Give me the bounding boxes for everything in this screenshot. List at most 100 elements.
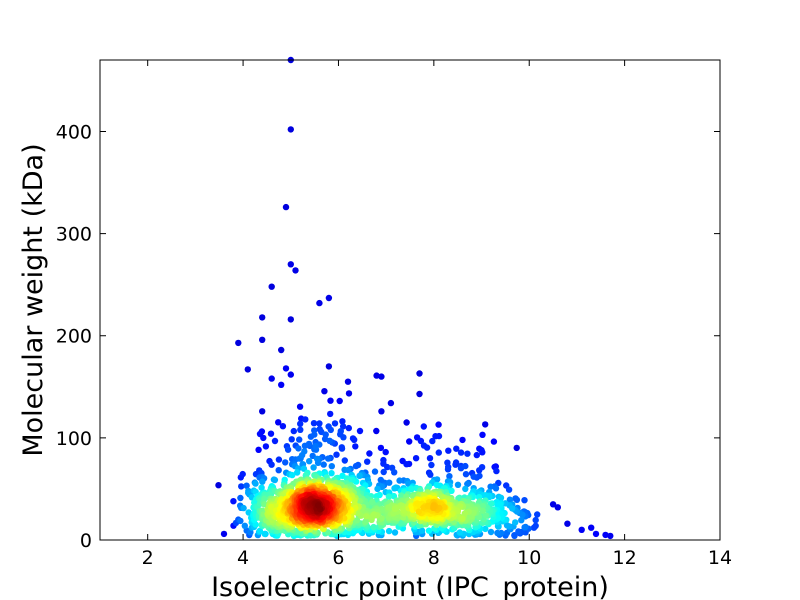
data-point <box>408 486 415 493</box>
data-point <box>378 373 385 380</box>
data-point <box>393 504 401 512</box>
data-point <box>297 420 304 427</box>
data-point <box>255 446 262 453</box>
data-point <box>418 527 426 534</box>
x-tick-label: 10 <box>517 547 541 569</box>
data-point <box>345 390 353 397</box>
data-point <box>349 435 357 442</box>
data-point <box>356 427 364 435</box>
data-point <box>385 527 393 535</box>
data-point <box>271 476 279 484</box>
data-point <box>287 126 294 133</box>
data-point <box>310 420 318 427</box>
data-point <box>433 481 441 489</box>
data-point <box>325 455 332 462</box>
data-point <box>425 527 433 534</box>
data-point <box>278 346 285 354</box>
data-point <box>382 448 389 456</box>
data-point <box>379 506 386 514</box>
data-point <box>482 492 489 499</box>
data-point <box>341 457 348 464</box>
data-point <box>282 365 290 372</box>
x-tick-label: 14 <box>708 547 732 569</box>
y-tick-label: 0 <box>80 530 92 552</box>
data-point <box>261 501 268 508</box>
data-point <box>607 532 614 540</box>
data-point <box>454 481 462 488</box>
data-point <box>482 525 489 533</box>
data-point <box>396 477 403 484</box>
data-point <box>428 461 435 469</box>
data-point <box>316 420 323 427</box>
data-point <box>391 529 399 536</box>
plot-frame <box>99 59 721 541</box>
data-point <box>363 513 370 520</box>
data-point <box>301 448 308 455</box>
data-point <box>275 419 282 426</box>
data-point <box>464 450 471 457</box>
data-point <box>494 529 501 537</box>
data-point <box>380 468 387 476</box>
data-point <box>391 469 398 476</box>
data-point <box>295 445 302 452</box>
data-point <box>259 314 266 321</box>
data-point <box>430 502 437 510</box>
data-point <box>482 421 489 428</box>
data-point <box>352 443 359 450</box>
data-point <box>378 408 385 415</box>
data-point <box>370 523 377 531</box>
data-point <box>452 461 459 468</box>
data-point <box>328 463 335 470</box>
data-point <box>297 426 304 433</box>
data-point <box>328 470 335 477</box>
data-point <box>554 504 561 511</box>
data-point <box>403 419 410 426</box>
data-point <box>326 437 333 444</box>
data-point <box>470 509 477 517</box>
data-point <box>296 403 304 410</box>
data-point <box>464 480 471 488</box>
data-point <box>473 451 480 459</box>
data-point <box>406 438 413 445</box>
data-point <box>564 520 571 527</box>
data-point <box>292 267 299 274</box>
data-point <box>415 508 422 515</box>
data-point <box>549 501 557 508</box>
data-point <box>493 467 500 475</box>
data-point <box>416 390 423 398</box>
data-point <box>287 261 294 268</box>
data-point <box>373 372 380 379</box>
y-tick-label: 200 <box>56 326 92 348</box>
data-point <box>237 517 244 525</box>
data-point <box>435 421 442 428</box>
data-point <box>356 472 363 479</box>
data-point <box>310 464 317 471</box>
data-point <box>315 502 322 509</box>
data-point <box>470 473 477 480</box>
data-point <box>259 336 266 343</box>
data-point <box>261 530 268 538</box>
data-point <box>391 485 398 492</box>
data-point <box>403 461 410 468</box>
x-tick-label: 12 <box>613 547 637 569</box>
data-point <box>366 450 373 457</box>
data-point <box>244 366 251 373</box>
data-point <box>487 528 495 536</box>
data-point <box>512 495 519 502</box>
data-point <box>429 437 436 445</box>
data-point <box>301 442 309 449</box>
data-point <box>287 316 294 323</box>
data-point <box>479 431 486 438</box>
data-point <box>534 511 541 518</box>
data-point <box>262 443 270 450</box>
data-point <box>339 423 347 430</box>
data-point <box>370 511 378 518</box>
data-point <box>384 463 391 471</box>
data-point <box>260 434 267 442</box>
data-point <box>416 370 423 377</box>
y-tick-label: 300 <box>56 224 92 246</box>
data-point <box>377 444 385 452</box>
data-point <box>478 464 486 471</box>
data-point <box>258 484 265 491</box>
